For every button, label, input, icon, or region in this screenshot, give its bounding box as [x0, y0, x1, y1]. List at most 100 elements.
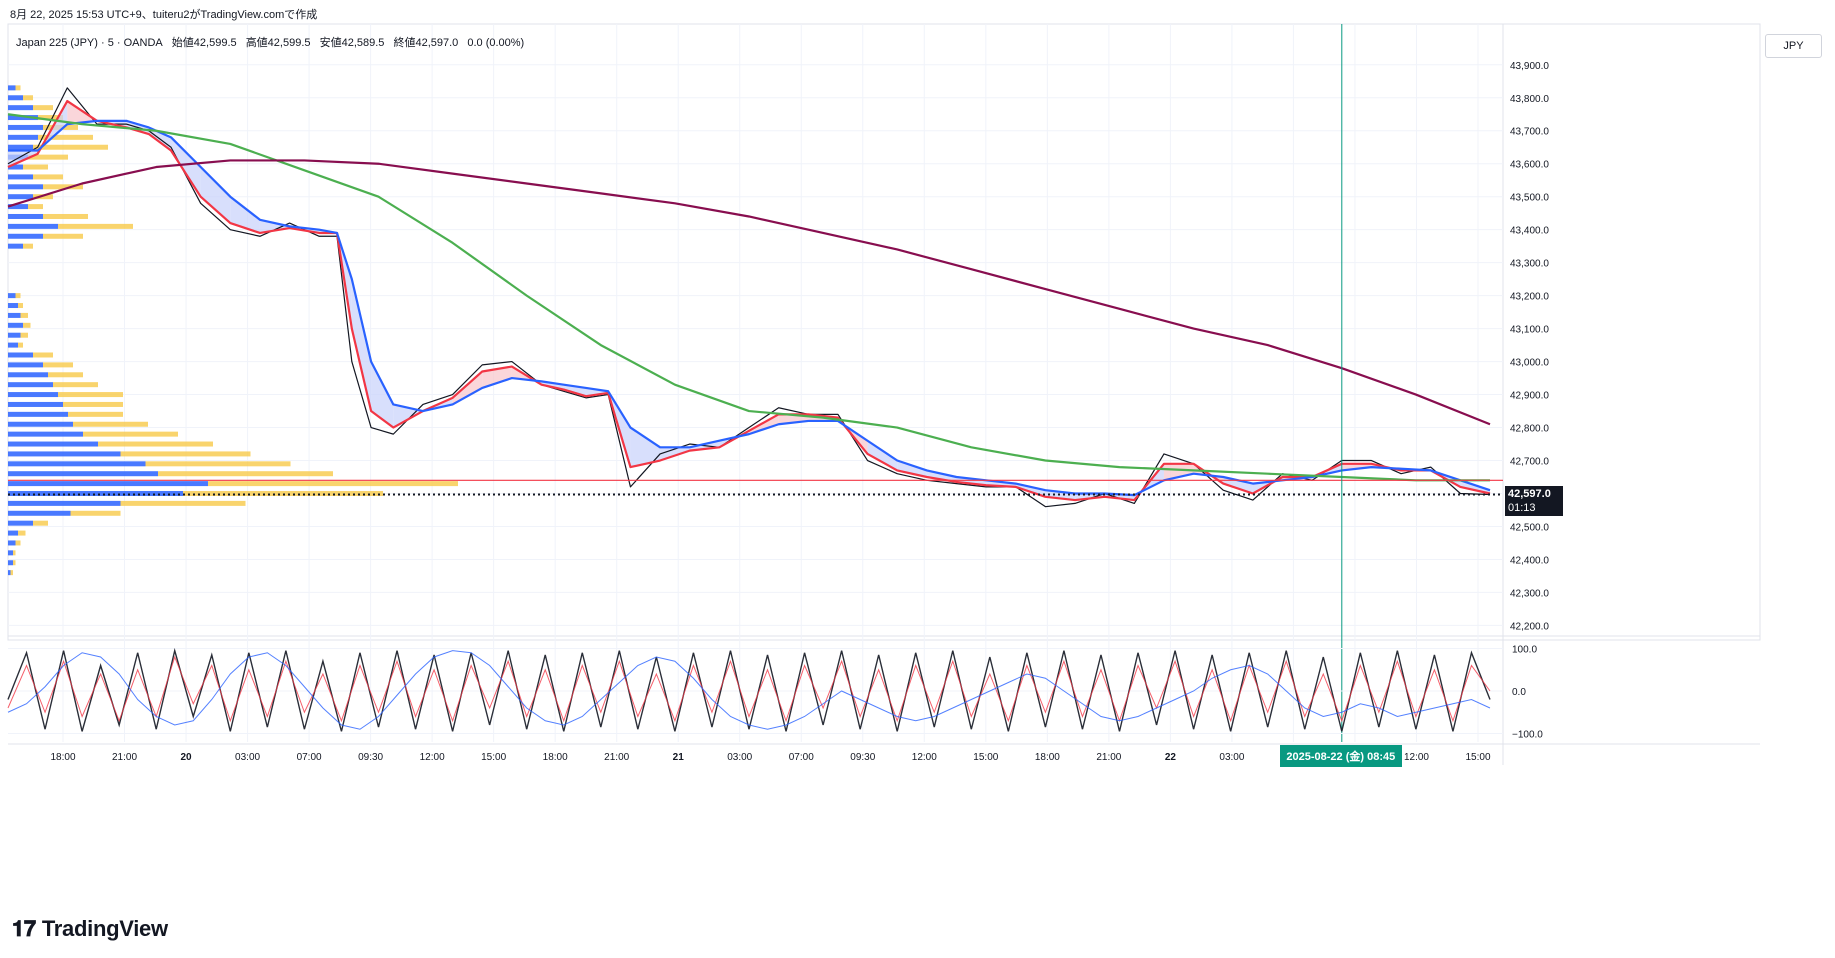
volume-profile-buy-bar: [8, 223, 58, 229]
x-tick-label: 07:00: [789, 752, 814, 763]
reference-lines: [8, 24, 1503, 742]
volume-profile-sell-bar: [15, 85, 21, 91]
osc-tick-label: 0.0: [1512, 687, 1526, 698]
y-tick-label: 43,600.0: [1510, 160, 1549, 171]
x-tick-label: 22: [1165, 752, 1177, 763]
symbol-legend[interactable]: Japan 225 (JPY) · 5 · OANDA 始値42,599.5 高…: [16, 34, 530, 50]
x-tick-label: 09:30: [850, 752, 875, 763]
volume-profile-buy-bar: [8, 510, 71, 516]
ema-band-segment: [585, 387, 609, 397]
y-tick-label: 42,300.0: [1510, 588, 1549, 599]
volume-profile-buy-bar: [8, 303, 18, 309]
volume-profile-buy-bar: [8, 134, 38, 140]
ema-band-segment: [956, 477, 987, 486]
ema-band-segment: [259, 219, 290, 233]
y-tick-label: 43,400.0: [1510, 226, 1549, 237]
ema-band-segment: [371, 361, 394, 428]
series-ema_fast: [7, 99, 1491, 502]
x-tick-label: 12:00: [912, 752, 937, 763]
volume-profile-sell-bar: [43, 233, 83, 239]
volume-profile-buy-bar: [8, 312, 21, 318]
volume-profile-buy-bar: [8, 382, 53, 388]
oscillator-pane: 100.0 0.0 −100.0: [7, 645, 1543, 741]
ema-band-segment: [171, 137, 201, 197]
y-tick-label: 42,400.0: [1510, 555, 1549, 566]
volume-profile-buy-bar: [8, 105, 33, 111]
volume-profile-sell-bar: [48, 372, 83, 378]
ema-band-segment: [867, 440, 898, 471]
volume-profile-buy-bar: [8, 85, 16, 91]
volume-profile-buy-bar: [8, 530, 18, 536]
high-value: 高値42,599.5: [245, 37, 311, 49]
last-price-value: 42,597.0: [1508, 488, 1551, 501]
volume-profile-sell-bar: [58, 392, 123, 398]
volume-profile-sell-bar: [28, 204, 43, 210]
osc-osc_d: [7, 655, 1491, 723]
x-tick-label: 03:00: [1219, 752, 1244, 763]
volume-profile-sell-bar: [18, 303, 23, 309]
volume-profile-buy-bar: [8, 342, 18, 348]
volume-profile-sell-bar: [15, 293, 21, 299]
volume-profile-buy-bar: [8, 174, 33, 180]
volume-profile-buy-bar: [8, 233, 43, 239]
volume-profile-buy-bar: [8, 352, 33, 358]
volume-profile-buy-bar: [8, 194, 33, 200]
close-value: 終値42,597.0: [393, 37, 459, 49]
ema-band-segment: [1163, 463, 1194, 481]
volume-profile-sell-bar: [63, 401, 123, 407]
grid: [7, 23, 1761, 765]
x-tick-label: 18:00: [543, 752, 568, 763]
volume-profile-buy-bar: [8, 392, 58, 398]
main-pane-frame: [7, 23, 1761, 641]
volume-profile-buy-bar: [8, 471, 158, 477]
x-tick-label: 18:00: [1035, 752, 1060, 763]
volume-profile-sell-bar: [33, 174, 63, 180]
last-price-label: 42,597.0 01:13: [1505, 486, 1563, 517]
volume-profile-sell-bar: [53, 382, 98, 388]
volume-profile-sell-bar: [10, 570, 13, 576]
ema-band-segment: [230, 196, 260, 233]
volume-profile-buy-bar: [8, 144, 33, 150]
ema-band-segment: [630, 427, 661, 468]
y-tick-label: 42,800.0: [1510, 424, 1549, 435]
x-tick-label: 21:00: [604, 752, 629, 763]
volume-profile-sell-bar: [33, 144, 108, 150]
ema-band-segment: [452, 371, 483, 405]
currency-button[interactable]: JPY: [1765, 34, 1822, 58]
y-tick-label: 43,800.0: [1510, 94, 1549, 105]
volume-profile-sell-bar: [33, 520, 48, 526]
y-tick-label: 42,700.0: [1510, 457, 1549, 468]
ema-band-segment: [897, 460, 927, 478]
volume-profile-sell-bar: [23, 95, 33, 101]
series-lines: [7, 87, 1491, 508]
osc-osc_k: [7, 647, 1491, 732]
volume-profile-sell-bar: [43, 213, 88, 219]
volume-profile-buy-bar: [8, 540, 16, 546]
x-tick-label: 12:00: [420, 752, 445, 763]
volume-profile-buy-bar: [8, 431, 83, 437]
osc-tick-label: 100.0: [1512, 645, 1537, 656]
volume-profile-buy-bar: [8, 184, 43, 190]
volume-profile-buy-bar: [8, 332, 21, 338]
osc-tick-label: −100.0: [1512, 730, 1543, 741]
series-ma_mid: [7, 113, 1490, 482]
x-tick-label: 15:00: [1465, 752, 1490, 763]
volume-profile-buy-bar: [8, 560, 13, 566]
y-tick-label: 43,500.0: [1510, 193, 1549, 204]
y-tick-label: 43,000.0: [1510, 358, 1549, 369]
series-ma_long: [7, 159, 1491, 426]
tradingview-logo[interactable]: 𝟏𝟕 TradingView: [12, 916, 168, 942]
volume-profile-buy-bar: [8, 421, 73, 427]
volume-profile-buy-bar: [8, 570, 11, 576]
volume-profile-sell-bar: [38, 115, 63, 121]
volume-profile-sell-bar: [15, 540, 21, 546]
y-tick-label: 42,900.0: [1510, 391, 1549, 402]
volume-profile-buy-bar: [8, 115, 38, 121]
x-tick-label: 15:00: [973, 752, 998, 763]
x-tick-label: 18:00: [50, 752, 75, 763]
y-tick-label: 43,700.0: [1510, 127, 1549, 138]
crosshair-time-label: 2025-08-22 (金) 08:45: [1279, 745, 1402, 767]
volume-profile-sell-bar: [23, 243, 33, 249]
series-price: [7, 87, 1491, 508]
